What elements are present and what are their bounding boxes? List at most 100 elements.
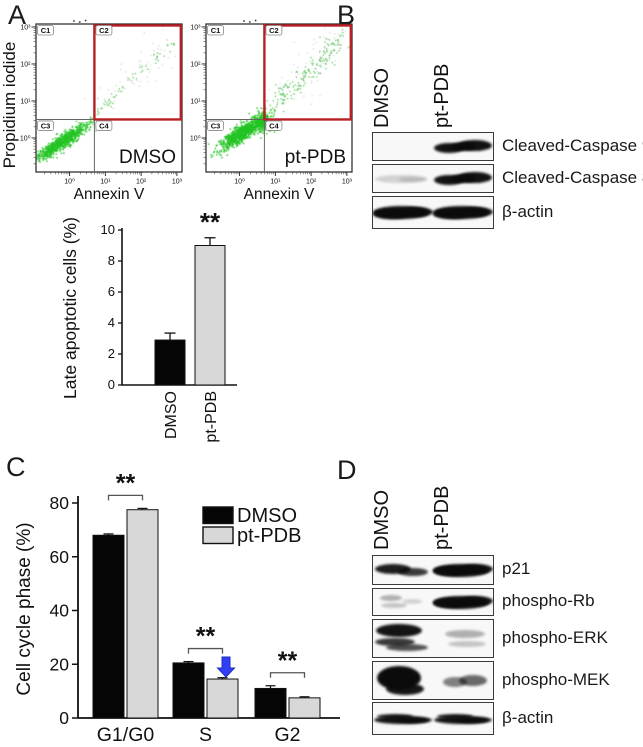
legend-swatch-pt-pdb	[202, 526, 234, 545]
protein-band	[434, 142, 464, 153]
x-tick-label: G1/G0	[97, 724, 155, 746]
x-tick-label: 10⁰	[64, 178, 75, 186]
quadrant-chip	[95, 25, 113, 36]
y-tick-label: 10²	[190, 62, 201, 69]
quadrant-chip	[37, 25, 54, 36]
bar-pt-pdb-g1g0	[126, 509, 159, 719]
blot-label: phospho-Rb	[502, 591, 595, 610]
y-tick-label: 20	[50, 654, 70, 674]
protein-band	[459, 596, 493, 606]
x-tick-label: 10³	[172, 179, 183, 186]
bar-dmso-g1g0	[92, 534, 125, 719]
protein-band	[375, 174, 427, 183]
blot-box-cleaved-caspase-8	[372, 164, 494, 193]
y-tick-label: 10³	[20, 25, 31, 32]
cell-cycle-chart: Cell cycle phase (%) 0 20 40 60 80 G1/G0 S G2 ** *…	[14, 469, 340, 746]
protein-band	[433, 208, 469, 219]
y-tick-label: 10⁰	[20, 135, 31, 143]
legend-label: pt-PDB	[237, 525, 301, 547]
x-axis-label: Annexin V	[244, 186, 315, 203]
blot-label: Cleaved-Caspase 8	[502, 167, 643, 187]
apoptosis-gate	[263, 24, 353, 121]
apoptosis-gate	[93, 24, 183, 121]
edge-event-dot	[243, 20, 245, 22]
protein-band	[402, 598, 422, 604]
quadrant-chip	[207, 120, 224, 131]
protein-band	[399, 206, 433, 217]
panel-b-label: B	[337, 0, 356, 30]
y-tick-label: 80	[50, 493, 70, 513]
bar-dmso	[154, 339, 186, 386]
y-tick-label: 10¹	[190, 99, 201, 106]
x-tick-label: pt-PDB	[203, 391, 220, 443]
legend-label: DMSO	[237, 505, 297, 527]
y-tick-label: 8	[108, 253, 115, 268]
protein-band	[434, 174, 464, 185]
panel-d-label: D	[337, 455, 357, 485]
protein-band	[458, 172, 492, 183]
sample-label: DMSO	[119, 147, 176, 168]
y-tick-label: 4	[108, 315, 115, 330]
y-axis-title: Cell cycle phase (%)	[14, 522, 35, 695]
flow-plot-ptpdb: C1 C2 C3 C4 10³ 10² 10¹ 10⁰ 10⁰ 10¹ 10² 10³ Annexin …	[190, 19, 353, 203]
late-apoptotic-chart: Late apoptotic cells (%) 0 2 4 6 8 10 DMSO pt-PD…	[60, 207, 237, 443]
quadrant-chip	[265, 120, 283, 131]
y-tick-label: 10	[101, 222, 115, 237]
x-tick-label: 10²	[306, 179, 317, 186]
quadrant-chip-label: C4	[99, 121, 109, 130]
y-axis-title: Late apoptotic cells (%)	[60, 217, 80, 399]
protein-band	[445, 629, 485, 638]
protein-band	[398, 568, 428, 576]
x-tick-label: S	[199, 724, 212, 746]
blot-box-b-actin	[372, 196, 494, 229]
blot-label: phospho-ERK	[502, 627, 608, 647]
lane-label-dmso: DMSO	[371, 68, 393, 128]
quadrant-chip	[207, 25, 224, 36]
protein-band	[380, 595, 402, 601]
y-tick-label: 10³	[190, 25, 201, 32]
quadrant-chip-label: C3	[211, 121, 221, 130]
edge-event-dot	[248, 21, 251, 23]
quadrant-chip-label: C3	[41, 121, 51, 130]
protein-band	[437, 714, 473, 719]
x-tick-label: DMSO	[163, 391, 180, 439]
x-tick-label: 10⁰	[234, 178, 245, 186]
bar-dmso-g2	[254, 687, 287, 719]
protein-band	[386, 644, 428, 651]
edge-event-dot	[84, 19, 87, 22]
lane-label-ptpdb: pt-PDB	[431, 63, 453, 128]
x-tick-label: 10¹	[100, 179, 111, 186]
x-tick-label: 10²	[136, 179, 147, 186]
protein-band	[459, 675, 487, 686]
y-tick-label: 10²	[20, 62, 31, 69]
protein-band	[451, 142, 475, 151]
protein-band	[443, 676, 467, 687]
protein-band	[377, 714, 413, 719]
protein-band	[386, 682, 424, 695]
blot-box-b-actin	[372, 702, 494, 735]
flow-scatter-ptpdb	[206, 24, 352, 172]
x-tick-label: G2	[274, 724, 300, 746]
x-tick-label: 10¹	[270, 179, 281, 186]
blot-label: β-actin	[502, 707, 554, 727]
quadrant-chip-label: C4	[269, 121, 279, 130]
significance-marker: **	[116, 469, 136, 497]
protein-band	[448, 640, 486, 647]
protein-band	[373, 208, 409, 219]
blot-box-phospho-mek	[372, 661, 494, 700]
significance-marker: **	[200, 207, 221, 237]
edge-event-dot	[78, 21, 81, 23]
flow-y-axis-label: Propidium iodide	[0, 41, 19, 169]
y-tick-label: 10⁰	[190, 135, 201, 143]
significance-marker: **	[278, 647, 298, 675]
protein-band	[433, 566, 469, 576]
panel-c-label: C	[6, 452, 26, 482]
significance-bracket	[269, 672, 306, 678]
quadrant-chip-label: C1	[211, 26, 221, 35]
legend-swatch-dmso	[202, 506, 234, 525]
lane-label-dmso: DMSO	[371, 490, 393, 550]
panel-a-label: A	[8, 0, 27, 30]
blot-box-p21	[372, 555, 494, 585]
protein-band	[459, 206, 493, 217]
